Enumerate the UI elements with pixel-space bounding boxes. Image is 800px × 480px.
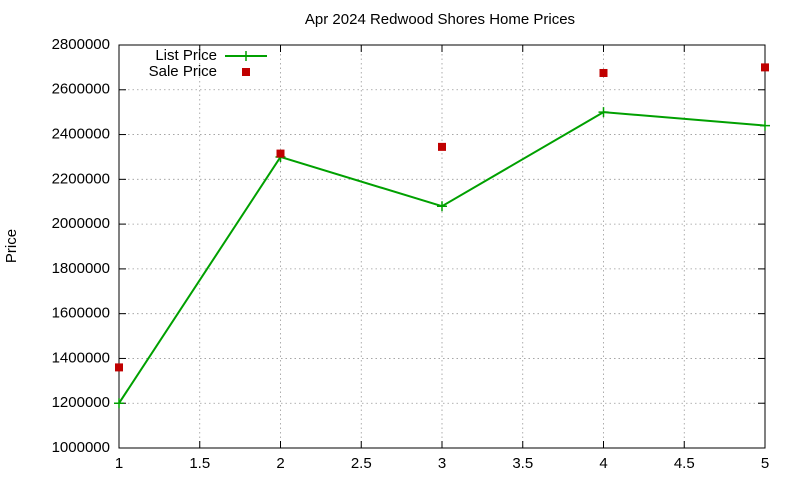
- x-tick-label: 5: [761, 455, 769, 472]
- y-tick-label: 2400000: [52, 126, 110, 143]
- x-tick-label: 1: [115, 455, 123, 472]
- y-tick-label: 2200000: [52, 170, 110, 187]
- y-tick-label: 1000000: [52, 439, 110, 456]
- point-marker: [599, 68, 608, 77]
- x-tick-label: 1.5: [189, 455, 210, 472]
- x-tick-label: 3: [438, 455, 446, 472]
- point-marker: [241, 51, 251, 61]
- y-tick-label: 2600000: [52, 81, 110, 98]
- y-tick-label: 1200000: [52, 394, 110, 411]
- legend-label: Sale Price: [149, 63, 217, 80]
- y-tick-label: 1800000: [52, 260, 110, 277]
- point-marker: [760, 120, 770, 131]
- point-marker: [598, 107, 609, 118]
- legend-label: List Price: [155, 47, 217, 64]
- chart-title: Apr 2024 Redwood Shores Home Prices: [305, 11, 575, 28]
- point-marker: [114, 398, 124, 409]
- point-marker: [242, 68, 250, 76]
- y-tick-label: 1600000: [52, 305, 110, 322]
- x-tick-label: 4: [599, 455, 607, 472]
- plot-frame: [118, 44, 766, 449]
- y-axis-label: Price: [3, 229, 20, 263]
- x-tick-label: 4.5: [674, 455, 695, 472]
- y-tick-label: 2800000: [52, 36, 110, 53]
- point-marker: [437, 201, 447, 212]
- x-tick-label: 2: [276, 455, 284, 472]
- point-marker: [115, 363, 123, 372]
- point-marker: [761, 63, 769, 72]
- x-tick-label: 3.5: [512, 455, 533, 472]
- point-marker: [276, 149, 285, 158]
- point-marker: [438, 142, 446, 151]
- y-tick-label: 2000000: [52, 215, 110, 232]
- y-tick-label: 1400000: [52, 349, 110, 366]
- x-tick-label: 2.5: [351, 455, 372, 472]
